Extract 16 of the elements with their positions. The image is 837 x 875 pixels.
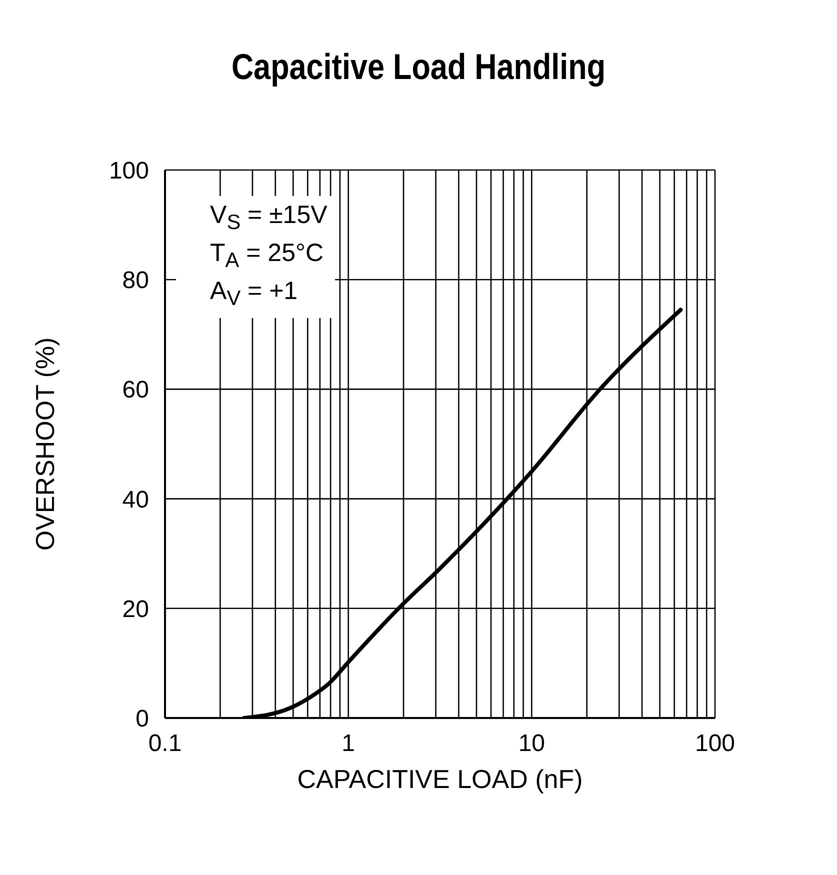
annotation: T$_{A}$ = 25°C bbox=[210, 238, 325, 274]
x-tick-label: 100 bbox=[694, 730, 736, 758]
annotation: A$_{V}$ = +1 bbox=[210, 276, 299, 312]
y-tick-label: 0 bbox=[136, 706, 149, 733]
y-tick-label: 80 bbox=[122, 267, 149, 294]
x-tick-label: 10 bbox=[518, 730, 546, 758]
y-tick-label: 20 bbox=[122, 596, 149, 623]
x-axis-title: CAPACITIVE LOAD (nF) bbox=[297, 764, 583, 794]
annotation: V$_{S}$ = ±15V bbox=[210, 200, 328, 236]
y-tick-label: 100 bbox=[108, 158, 149, 185]
x-tick-label: 1 bbox=[342, 730, 356, 758]
y-tick-label: 60 bbox=[122, 376, 149, 404]
text: 0.1 bbox=[148, 730, 182, 758]
y-tick-label: 40 bbox=[122, 486, 149, 514]
y-axis-title: OVERSHOOT (%) bbox=[30, 337, 60, 551]
chart-title: Capacitive Load Handling bbox=[230, 46, 607, 88]
